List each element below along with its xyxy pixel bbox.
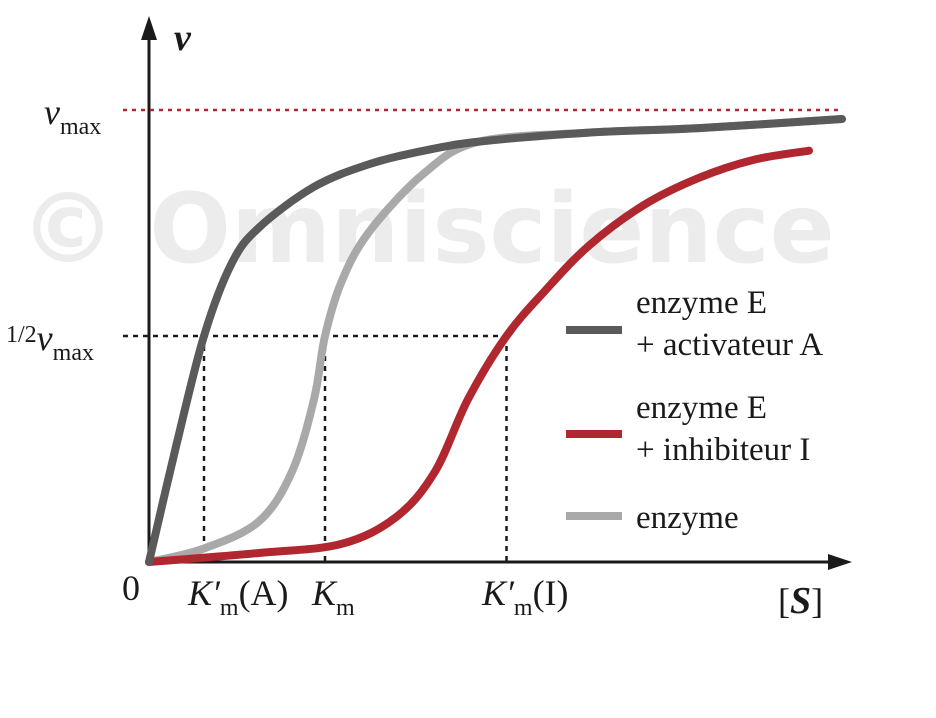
legend-item-inhibitor: enzyme E + inhibiteur I xyxy=(566,390,810,468)
legend-item-activator: enzyme E + activateur A xyxy=(566,285,823,363)
x-tick-km-i-sub: m xyxy=(514,595,533,621)
legend-label-inhibitor-2: + inhibiteur I xyxy=(636,432,810,468)
x-tick-km-main: K xyxy=(311,573,338,613)
series-line-inhibitor xyxy=(145,146,813,566)
legend: enzyme E + activateur A enzyme E + inhib… xyxy=(566,285,823,536)
x-tick-km-a-arg: (A) xyxy=(239,573,289,613)
x-tick-km-sub: m xyxy=(336,595,355,621)
axes xyxy=(141,16,852,570)
legend-label-inhibitor-1: enzyme E xyxy=(636,390,767,426)
y-tick-vmax-sub: max xyxy=(60,114,101,140)
y-tick-half-sub: max xyxy=(53,340,94,366)
legend-label-activator-1: enzyme E xyxy=(636,285,767,321)
x-tick-km-a: K′m(A) xyxy=(187,573,289,621)
x-tick-km: Km xyxy=(311,573,355,621)
legend-label-activator-2: + activateur A xyxy=(636,327,823,363)
y-axis-label: v xyxy=(174,17,192,59)
x-tick-km-a-main: K′ xyxy=(187,573,221,613)
x-axis-bracket-close: ] xyxy=(811,581,823,621)
x-axis-symbol: S xyxy=(790,580,811,622)
x-tick-km-i-arg: (I) xyxy=(533,573,569,613)
x-tick-km-i-main: K′ xyxy=(481,573,515,613)
x-axis-label: [S] xyxy=(778,580,823,622)
x-tick-km-a-sub: m xyxy=(220,595,239,621)
series-line-activator xyxy=(145,115,846,566)
legend-item-enzyme: enzyme xyxy=(566,500,739,536)
series-curves xyxy=(145,115,846,566)
x-tick-km-i: K′m(I) xyxy=(481,573,569,621)
y-axis-arrow xyxy=(141,16,157,40)
watermark: © Omniscience xyxy=(20,173,835,285)
y-tick-half-vmax: 1/2vmax xyxy=(6,318,94,366)
y-tick-vmax-main: v xyxy=(44,92,60,132)
x-axis-arrow xyxy=(828,554,852,570)
y-tick-half-main: v xyxy=(37,318,53,358)
origin-label: 0 xyxy=(122,568,140,608)
x-axis-bracket-open: [ xyxy=(778,581,790,621)
reference-lines xyxy=(123,108,840,562)
y-tick-half-frac: 1/2 xyxy=(6,322,37,348)
y-tick-vmax: vmax xyxy=(44,92,101,140)
legend-label-enzyme: enzyme xyxy=(636,500,739,536)
